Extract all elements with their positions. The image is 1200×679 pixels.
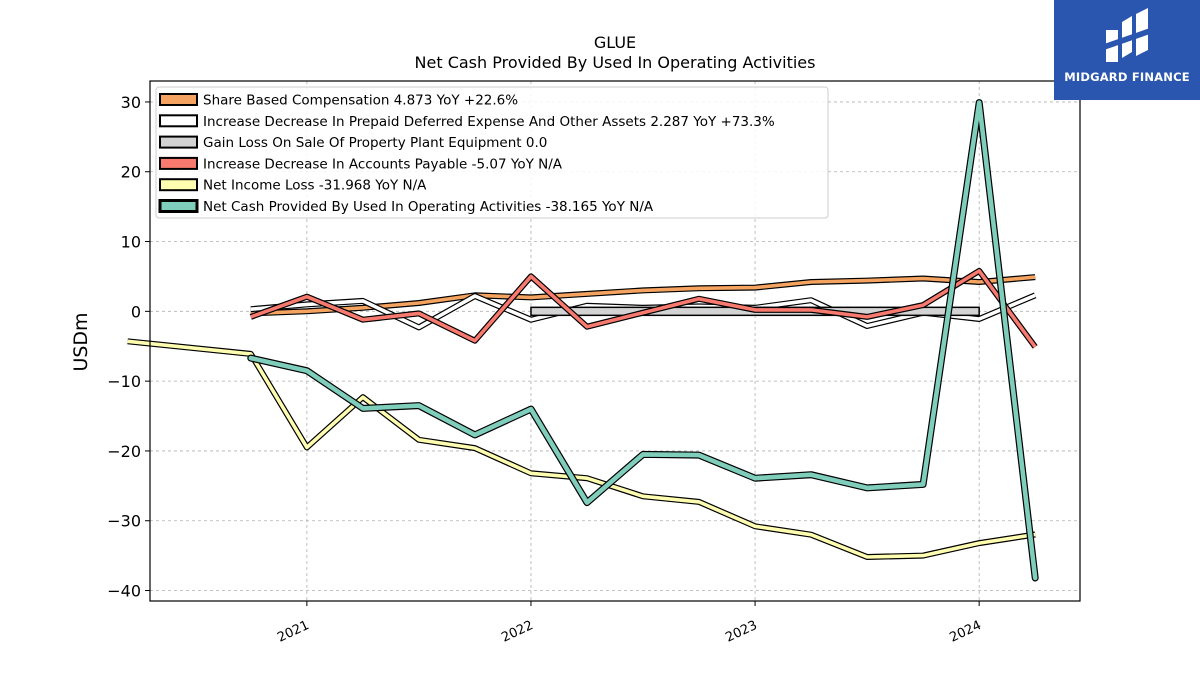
y-tick-label: 20: [121, 163, 141, 182]
legend-label: Share Based Compensation 4.873 YoY +22.6…: [203, 93, 518, 109]
share-based-compensation-line: [250, 275, 1036, 316]
legend-label: Gain Loss On Sale Of Property Plant Equi…: [203, 135, 547, 151]
y-tick-label: −40: [107, 582, 141, 601]
x-tick-label: 2024: [948, 618, 984, 646]
net-cash-provided-by-used-in-operating-activities-line: [248, 100, 1038, 581]
chart-title: GLUE: [594, 33, 636, 52]
logo-text: MIDGARD FINANCE: [1064, 70, 1190, 84]
y-tick-label: 30: [121, 93, 141, 112]
legend-swatch: [159, 114, 198, 128]
y-tick-label: 0: [131, 302, 141, 321]
legend-swatch: [159, 135, 198, 149]
y-tick-label: 10: [121, 233, 141, 252]
legend-swatch: [158, 199, 199, 213]
legend-box: [155, 86, 829, 219]
legend-swatch: [159, 156, 198, 170]
legend-label: Increase Decrease In Accounts Payable -5…: [203, 156, 563, 172]
y-tick-label: −20: [107, 442, 141, 461]
y-tick-label: −10: [107, 372, 141, 391]
x-tick-label: 2022: [499, 618, 535, 646]
x-tick-label: 2021: [275, 618, 311, 646]
y-tick-label: −30: [107, 512, 141, 531]
plot-frame: [149, 80, 1081, 602]
x-tick-label: 2023: [723, 618, 759, 646]
net-income-loss-line: [127, 339, 1036, 559]
axes: 30 20 10 0 −10 −20 −30 −40 2021 2022 2023 2024: [107, 93, 984, 646]
legend-swatch: [159, 93, 198, 106]
increase-decrease-in-accounts-payable-line: [250, 269, 1037, 348]
chart-subtitle: Net Cash Provided By Used In Operating A…: [415, 53, 816, 72]
legend-label: Net Income Loss -31.968 YoY N/A: [203, 178, 427, 194]
legend-label: Increase Decrease In Prepaid Deferred Ex…: [203, 114, 775, 130]
y-axis-label: USDm: [70, 312, 92, 371]
legend: Share Based Compensation 4.873 YoY +22.6…: [155, 86, 829, 219]
brand-logo: MIDGARD FINANCE: [1054, 0, 1200, 100]
midgard-logo-icon: [1104, 8, 1150, 62]
legend-label: Net Cash Provided By Used In Operating A…: [203, 199, 654, 215]
legend-swatch: [159, 178, 198, 192]
plot-series: [127, 99, 1039, 582]
